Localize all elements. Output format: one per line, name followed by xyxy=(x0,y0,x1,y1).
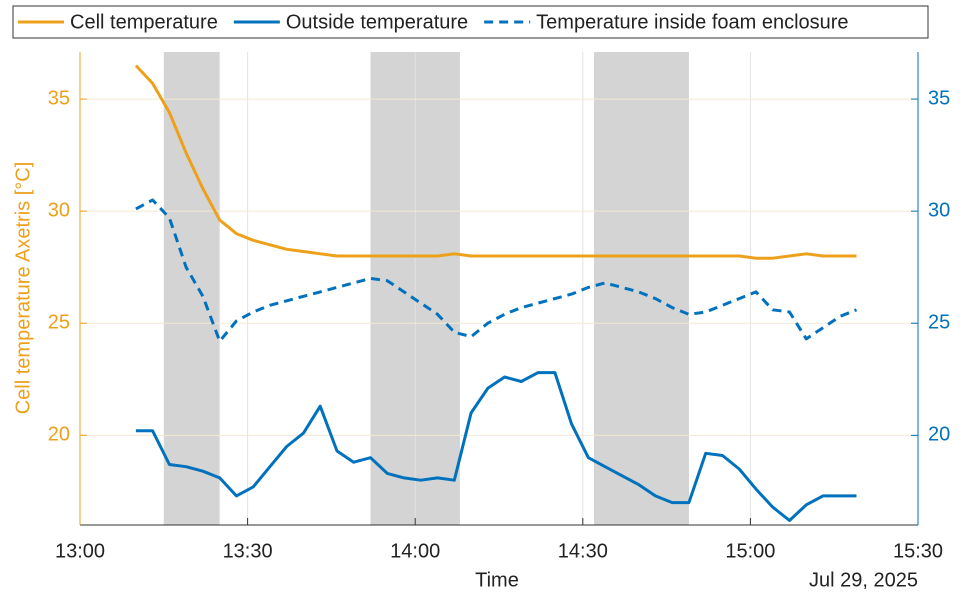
series-line xyxy=(134,64,857,260)
series-line xyxy=(135,371,857,522)
shaded-period xyxy=(163,52,220,525)
y-axis-label: Cell temperature Axetris [°C] xyxy=(12,162,34,415)
x-tick-label: 13:00 xyxy=(55,540,105,562)
shaded-period xyxy=(593,52,689,525)
y2-tick-label: 20 xyxy=(928,424,950,446)
y2-tick-label: 30 xyxy=(928,199,950,221)
legend-box xyxy=(12,5,929,39)
legend-label: Temperature inside foam enclosure xyxy=(536,11,848,33)
x-tick-label: 13:30 xyxy=(223,540,273,562)
y2-tick-label: 35 xyxy=(928,87,950,109)
x-tick-label: 14:30 xyxy=(558,540,608,562)
x-tick-label: 15:30 xyxy=(893,540,943,562)
y-tick-label: 25 xyxy=(48,312,70,334)
y2-tick-label: 25 xyxy=(928,312,950,334)
y-tick-label: 30 xyxy=(48,199,70,221)
legend-label: Outside temperature xyxy=(286,11,468,33)
series-line xyxy=(135,198,858,343)
x-axis-label: Time xyxy=(475,569,519,591)
x-date-label: Jul 29, 2025 xyxy=(809,569,918,591)
y-tick-label: 35 xyxy=(48,87,70,109)
y-tick-label: 20 xyxy=(48,424,70,446)
x-tick-label: 15:00 xyxy=(725,540,775,562)
legend-label: Cell temperature xyxy=(70,11,218,33)
x-tick-label: 14:00 xyxy=(390,540,440,562)
